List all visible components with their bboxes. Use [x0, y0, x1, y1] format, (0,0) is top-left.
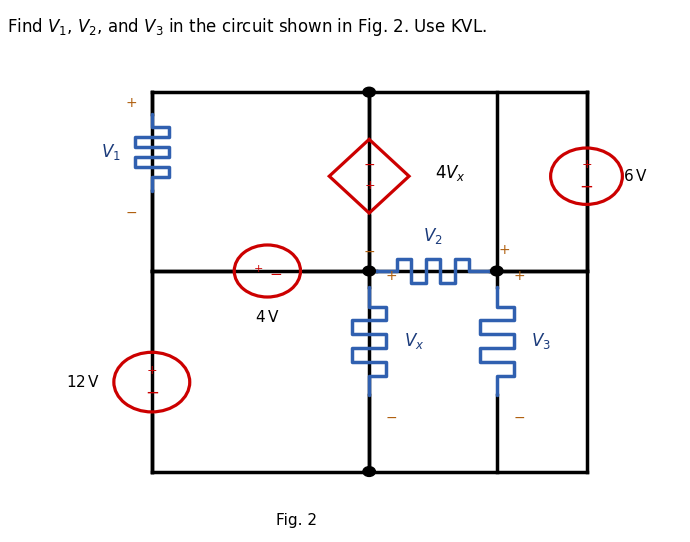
Text: $V_3$: $V_3$ [531, 331, 551, 351]
Text: $+$: $+$ [513, 269, 525, 283]
Text: Find $V_1$, $V_2$, and $V_3$ in the circuit shown in Fig. 2. Use KVL.: Find $V_1$, $V_2$, and $V_3$ in the circ… [7, 16, 487, 38]
Text: $+$: $+$ [581, 158, 592, 171]
Text: $-$: $-$ [513, 410, 525, 424]
Text: $+$: $+$ [125, 96, 137, 110]
Text: $-$: $-$ [145, 383, 159, 401]
Circle shape [363, 87, 375, 97]
Text: $12\,\mathrm{V}$: $12\,\mathrm{V}$ [66, 374, 100, 390]
Circle shape [363, 266, 375, 276]
Text: $V_x$: $V_x$ [404, 331, 424, 351]
Circle shape [363, 467, 375, 476]
Text: $+$: $+$ [497, 243, 510, 257]
Text: $6\,\mathrm{V}$: $6\,\mathrm{V}$ [622, 168, 647, 184]
Text: $-$: $-$ [580, 177, 593, 195]
Text: $-$: $-$ [363, 243, 375, 257]
Text: $-$: $-$ [125, 205, 137, 219]
Text: $V_2$: $V_2$ [423, 226, 443, 246]
Text: $4\,\mathrm{V}$: $4\,\mathrm{V}$ [255, 309, 279, 325]
Text: $+$: $+$ [385, 269, 397, 283]
Text: $V_1$: $V_1$ [101, 142, 121, 162]
Text: $-$: $-$ [363, 157, 375, 171]
Text: Fig. 2: Fig. 2 [276, 513, 317, 528]
Text: $+$: $+$ [364, 179, 375, 192]
Circle shape [491, 266, 503, 276]
Text: $4V_x$: $4V_x$ [435, 164, 466, 184]
Text: $+$: $+$ [253, 263, 263, 274]
Text: $-$: $-$ [385, 410, 397, 424]
Text: $-$: $-$ [269, 265, 282, 280]
Text: $+$: $+$ [146, 364, 157, 377]
